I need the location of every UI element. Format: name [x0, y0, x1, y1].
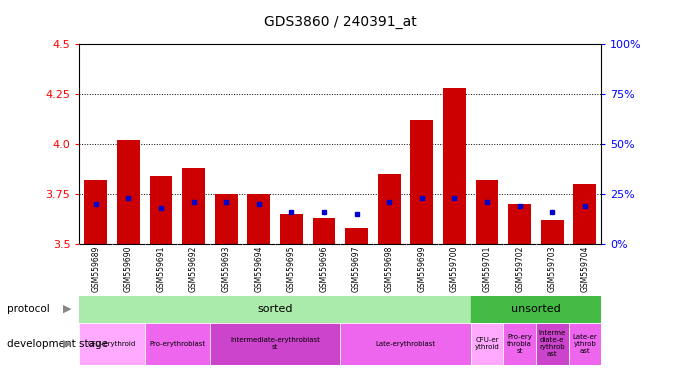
Text: GSM559702: GSM559702 — [515, 245, 524, 292]
Text: Interme
diate-e
rythrob
ast: Interme diate-e rythrob ast — [539, 330, 566, 357]
Text: GSM559692: GSM559692 — [189, 245, 198, 292]
Bar — [340, 323, 471, 365]
Bar — [79, 323, 144, 365]
Text: CFU-erythroid: CFU-erythroid — [88, 341, 136, 347]
Text: ▶: ▶ — [64, 304, 72, 314]
Text: GSM559694: GSM559694 — [254, 245, 263, 292]
Text: development stage: development stage — [7, 339, 108, 349]
Text: GSM559701: GSM559701 — [482, 245, 491, 292]
Text: GSM559690: GSM559690 — [124, 245, 133, 292]
Text: GDS3860 / 240391_at: GDS3860 / 240391_at — [264, 15, 417, 29]
Bar — [210, 323, 340, 365]
Text: Pro-ery
throbla
st: Pro-ery throbla st — [507, 334, 532, 354]
Bar — [144, 323, 210, 365]
Text: sorted: sorted — [257, 304, 293, 314]
Text: GSM559699: GSM559699 — [417, 245, 426, 292]
Text: GSM559693: GSM559693 — [222, 245, 231, 292]
Text: GSM559695: GSM559695 — [287, 245, 296, 292]
Bar — [541, 220, 564, 244]
Bar — [84, 180, 107, 244]
Text: Intermediate-erythroblast
st: Intermediate-erythroblast st — [230, 337, 320, 350]
Bar — [569, 323, 601, 365]
Bar — [149, 176, 172, 244]
Bar — [471, 296, 601, 323]
Text: GSM559703: GSM559703 — [548, 245, 557, 292]
Text: CFU-er
ythroid: CFU-er ythroid — [475, 337, 500, 350]
Text: unsorted: unsorted — [511, 304, 561, 314]
Bar — [536, 323, 569, 365]
Bar — [79, 296, 471, 323]
Text: Late-erythroblast: Late-erythroblast — [375, 341, 435, 347]
Bar — [443, 88, 466, 244]
Text: GSM559698: GSM559698 — [385, 245, 394, 292]
Bar — [312, 218, 335, 244]
Text: GSM559689: GSM559689 — [91, 245, 100, 292]
Bar — [280, 214, 303, 244]
Bar — [503, 323, 536, 365]
Text: GSM559691: GSM559691 — [156, 245, 165, 292]
Bar — [574, 184, 596, 244]
Bar — [182, 168, 205, 244]
Text: GSM559697: GSM559697 — [352, 245, 361, 292]
Bar — [475, 180, 498, 244]
Text: Pro-erythroblast: Pro-erythroblast — [149, 341, 205, 347]
Bar — [509, 204, 531, 244]
Bar — [378, 174, 401, 244]
Text: ▶: ▶ — [64, 339, 72, 349]
Bar — [117, 140, 140, 244]
Bar — [215, 194, 238, 244]
Bar — [346, 228, 368, 244]
Bar — [247, 194, 270, 244]
Text: GSM559700: GSM559700 — [450, 245, 459, 292]
Text: GSM559704: GSM559704 — [580, 245, 589, 292]
Bar — [471, 323, 503, 365]
Text: protocol: protocol — [7, 304, 50, 314]
Bar — [410, 120, 433, 244]
Text: Late-er
ythrob
ast: Late-er ythrob ast — [572, 334, 597, 354]
Text: GSM559696: GSM559696 — [319, 245, 328, 292]
